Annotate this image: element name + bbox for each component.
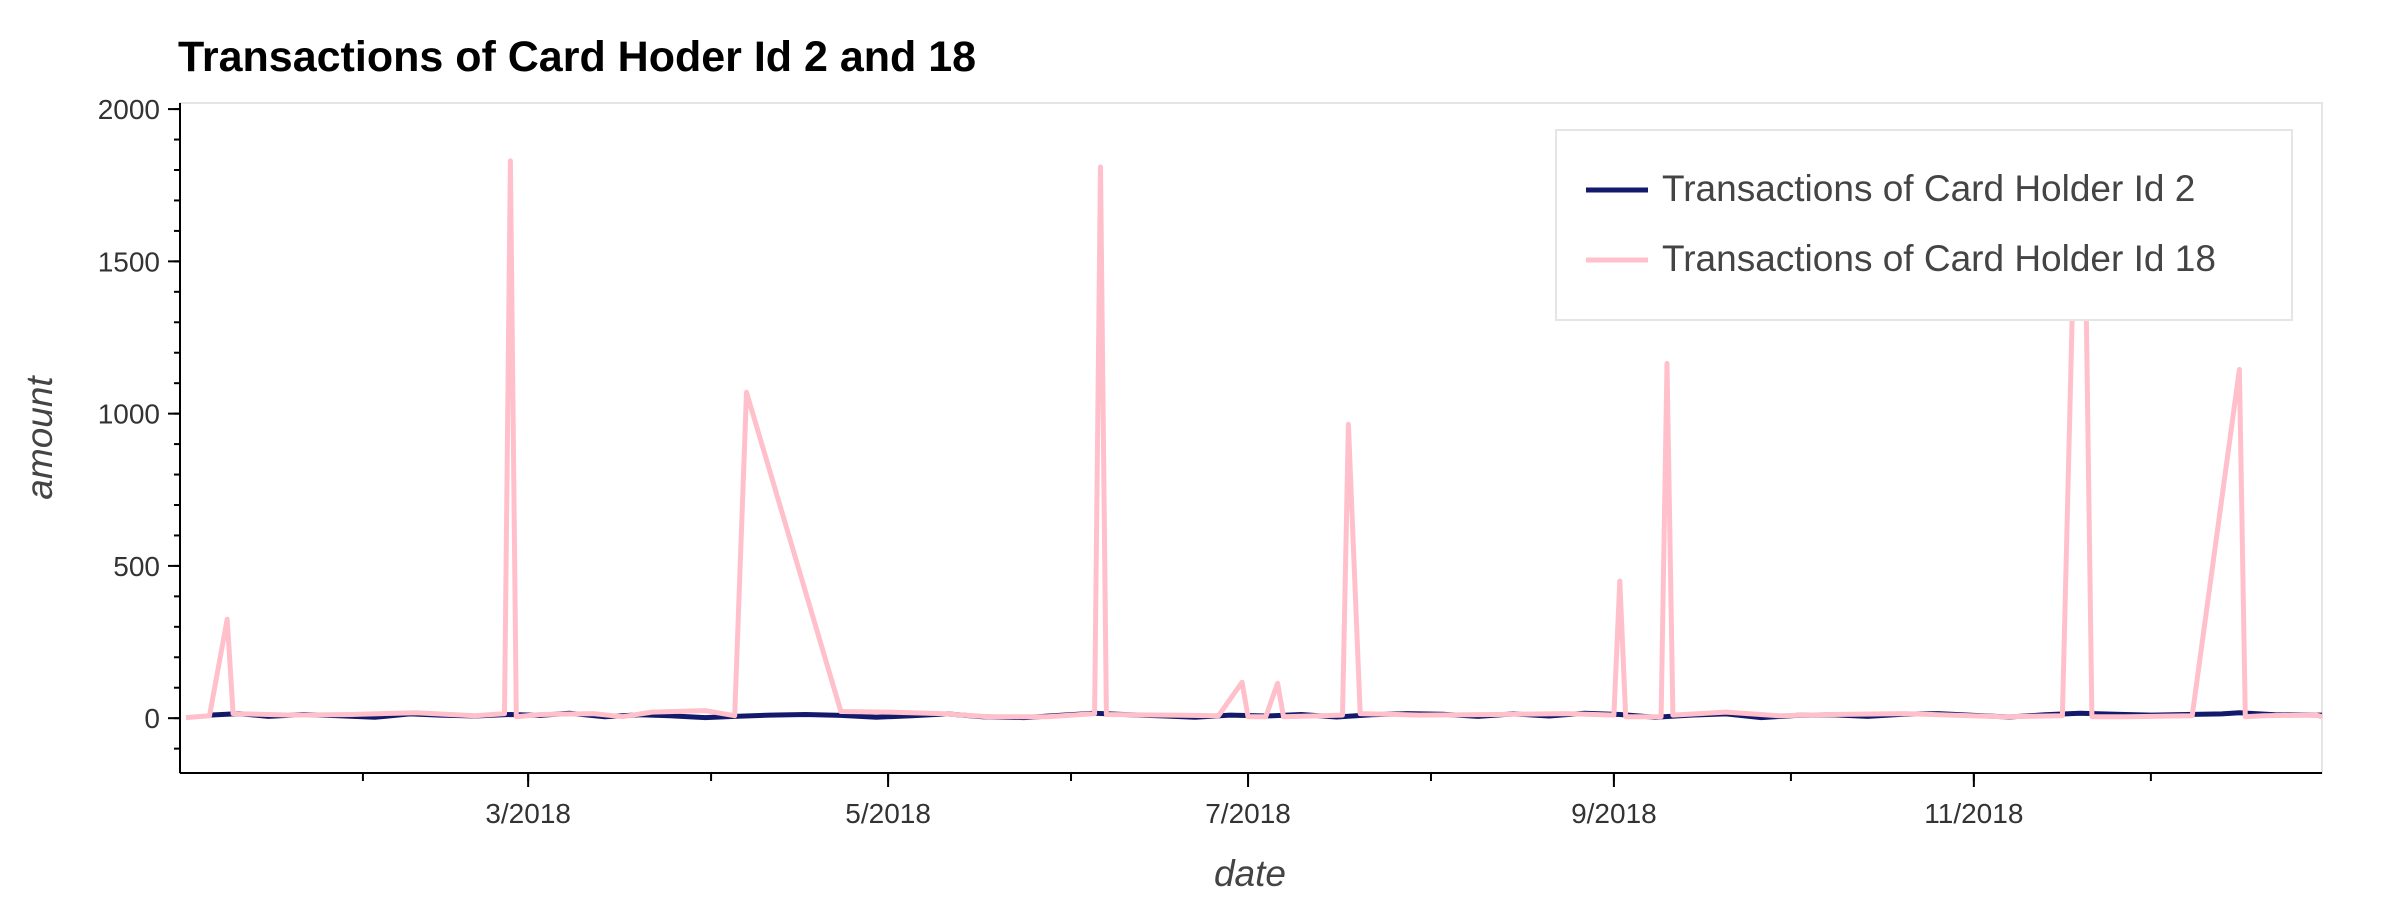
y-axis-label: amount: [19, 375, 60, 500]
legend-box: [1555, 129, 2293, 321]
series-line-card-holder-18: [185, 158, 2323, 721]
y-tick-label: 2000: [98, 94, 160, 125]
x-tick-label: 7/2018: [1205, 798, 1291, 829]
y-axis: 0 500 1000 1500 2000: [98, 94, 181, 773]
x-axis-label: date: [1214, 853, 1286, 894]
x-tick-label: 11/2018: [1924, 798, 2023, 829]
y-tick-label: 500: [113, 551, 160, 582]
x-tick-label: 3/2018: [485, 798, 571, 829]
legend-label-card-holder-2: Transactions of Card Holder Id 2: [1662, 168, 2195, 209]
x-tick-label: 5/2018: [845, 798, 931, 829]
x-axis: 3/2018 5/2018 7/2018 9/2018 11/2018: [180, 772, 2322, 829]
chart-title: Transactions of Card Hoder Id 2 and 18: [178, 33, 976, 81]
series-layer: [185, 158, 2323, 721]
y-tick-label: 0: [144, 703, 160, 734]
legend: Transactions of Card Holder Id 2 Transac…: [1555, 129, 2293, 321]
x-tick-label: 9/2018: [1571, 798, 1657, 829]
legend-label-card-holder-18: Transactions of Card Holder Id 18: [1662, 238, 2216, 279]
y-tick-label: 1500: [98, 246, 160, 277]
y-tick-label: 1000: [98, 399, 160, 430]
